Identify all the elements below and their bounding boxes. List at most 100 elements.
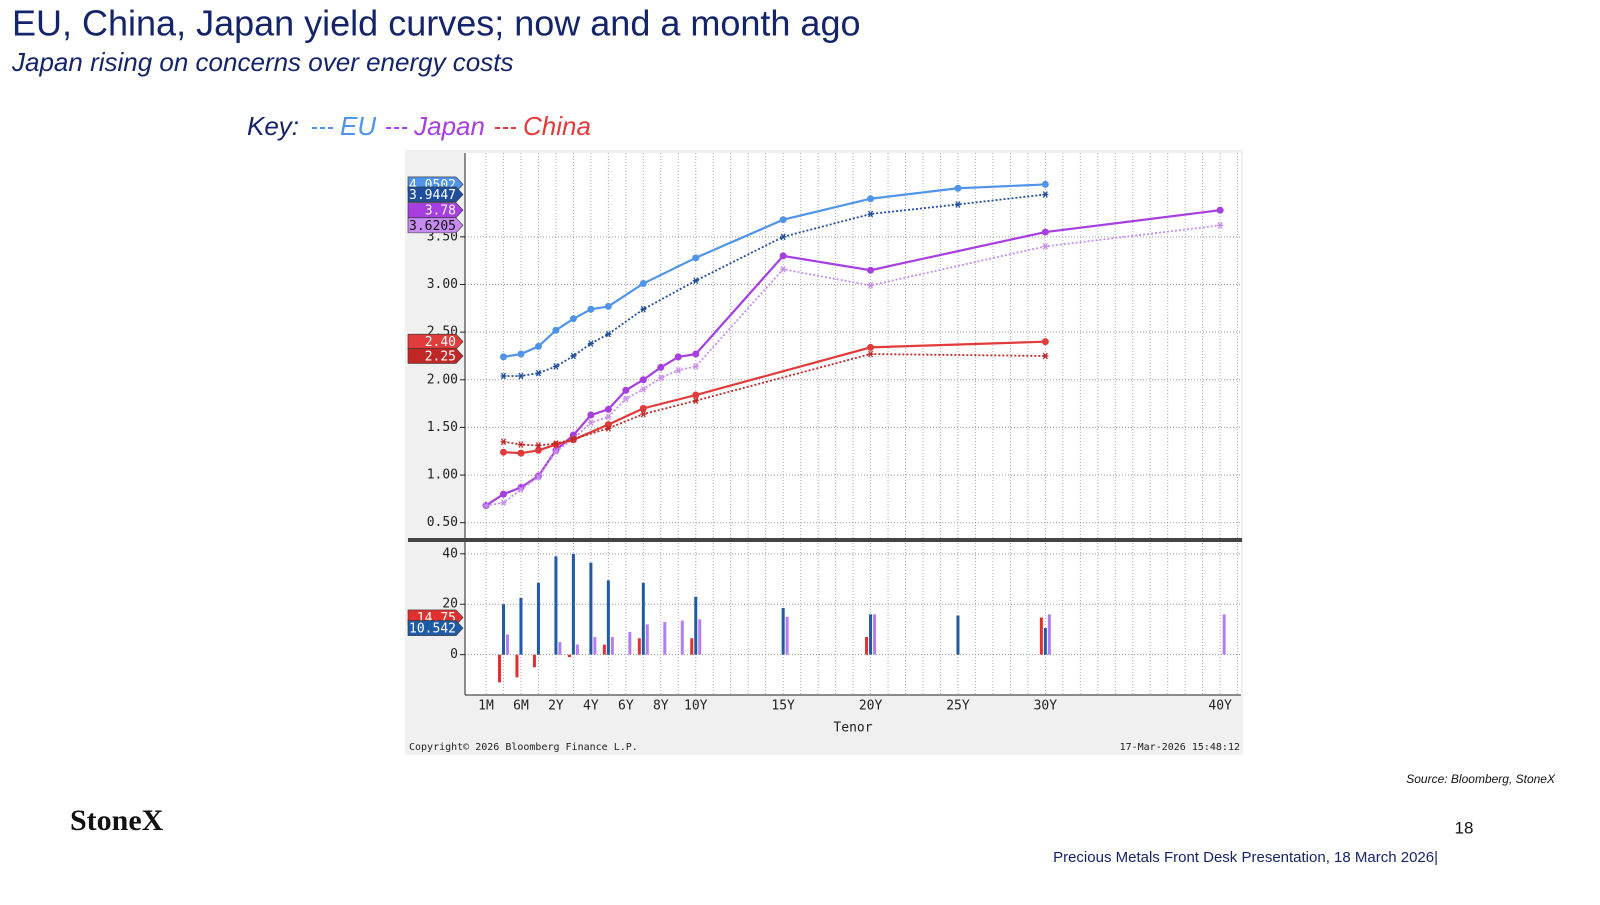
timestamp: 17-Mar-2026 15:48:12 <box>1120 742 1240 753</box>
point <box>1041 180 1049 188</box>
point <box>692 363 699 370</box>
legend-label: Key: <box>247 111 299 141</box>
page-number: 18 <box>1455 818 1474 837</box>
x-tick-label: 4Y <box>583 699 599 714</box>
y-tick-label: 40 <box>442 546 458 561</box>
point <box>954 184 962 192</box>
point <box>954 201 961 208</box>
point <box>639 404 647 412</box>
bar <box>519 597 523 655</box>
bar <box>602 644 606 655</box>
x-tick-label: 20Y <box>859 699 883 714</box>
bar <box>571 553 575 655</box>
logo: StoneX <box>70 804 164 837</box>
bar <box>567 654 571 658</box>
legend-entry: China <box>523 111 591 141</box>
point <box>657 363 665 371</box>
bar <box>645 624 649 655</box>
bar <box>690 638 694 655</box>
point <box>552 326 560 334</box>
bar <box>869 614 873 655</box>
bar <box>865 637 869 655</box>
value-tag-label: 2.40 <box>425 335 456 350</box>
title: EU, China, Japan yield curves; now and a… <box>12 3 861 44</box>
point <box>1042 243 1049 250</box>
x-tick-label: 40Y <box>1208 699 1232 714</box>
point <box>780 233 787 241</box>
point <box>535 442 542 449</box>
bar <box>505 634 509 655</box>
point <box>605 413 612 421</box>
point <box>517 449 525 457</box>
point <box>534 342 542 350</box>
bar <box>628 631 632 655</box>
bar <box>781 608 785 655</box>
subtitle: Japan rising on concerns over energy cos… <box>11 47 514 77</box>
bar <box>593 637 597 655</box>
point <box>517 372 524 380</box>
series-line <box>503 353 1046 447</box>
point <box>500 372 507 380</box>
point <box>569 315 577 323</box>
point <box>534 446 542 454</box>
bar <box>873 614 877 655</box>
point <box>517 350 525 358</box>
point <box>1042 191 1049 198</box>
y-tick-label: 3.00 <box>427 277 458 292</box>
value-tag <box>407 348 464 364</box>
point <box>639 280 647 288</box>
x-tick-label: 1M <box>478 699 494 714</box>
bar <box>637 638 641 655</box>
point <box>867 195 875 203</box>
bar <box>1222 614 1226 655</box>
point <box>499 353 507 361</box>
copyright: Copyright© 2026 Bloomberg Finance L.P. <box>409 742 638 753</box>
bar <box>641 582 645 655</box>
point <box>674 353 682 361</box>
point <box>499 448 507 456</box>
point <box>517 441 524 448</box>
point <box>779 252 787 260</box>
y-tick-label: 0.50 <box>427 515 458 530</box>
point <box>500 438 507 446</box>
bar <box>554 556 558 655</box>
value-tag-label: 10.542 <box>409 622 456 637</box>
value-tag <box>407 620 464 636</box>
value-tag <box>407 186 464 203</box>
footer: Precious Metals Front Desk Presentation,… <box>1053 849 1438 866</box>
y-tick-label: 2.00 <box>427 372 458 387</box>
bar <box>515 654 519 678</box>
bar <box>589 562 593 655</box>
x-tick-label: 10Y <box>684 699 708 714</box>
point <box>1217 222 1224 229</box>
point <box>622 395 629 403</box>
point <box>867 350 874 358</box>
point <box>639 376 647 384</box>
x-axis-label: Tenor <box>833 721 872 736</box>
bar <box>606 580 610 655</box>
point <box>604 421 612 429</box>
bar <box>680 620 684 655</box>
bar <box>663 621 667 655</box>
point <box>692 254 700 262</box>
bar <box>558 642 562 655</box>
point <box>517 485 524 493</box>
bar <box>785 616 789 655</box>
y-tick-label: 1.00 <box>427 468 458 483</box>
point <box>622 386 630 394</box>
point <box>640 305 647 313</box>
source: Source: Bloomberg, StoneX <box>1406 772 1556 786</box>
value-tag-label: 3.78 <box>425 204 456 219</box>
point <box>499 490 507 498</box>
point <box>780 265 787 273</box>
point <box>692 397 699 405</box>
y-tick-label: 20 <box>442 597 458 612</box>
point <box>1041 338 1049 346</box>
x-tick-label: 25Y <box>946 699 970 714</box>
point <box>587 419 594 427</box>
point <box>657 374 664 382</box>
point <box>552 447 559 455</box>
